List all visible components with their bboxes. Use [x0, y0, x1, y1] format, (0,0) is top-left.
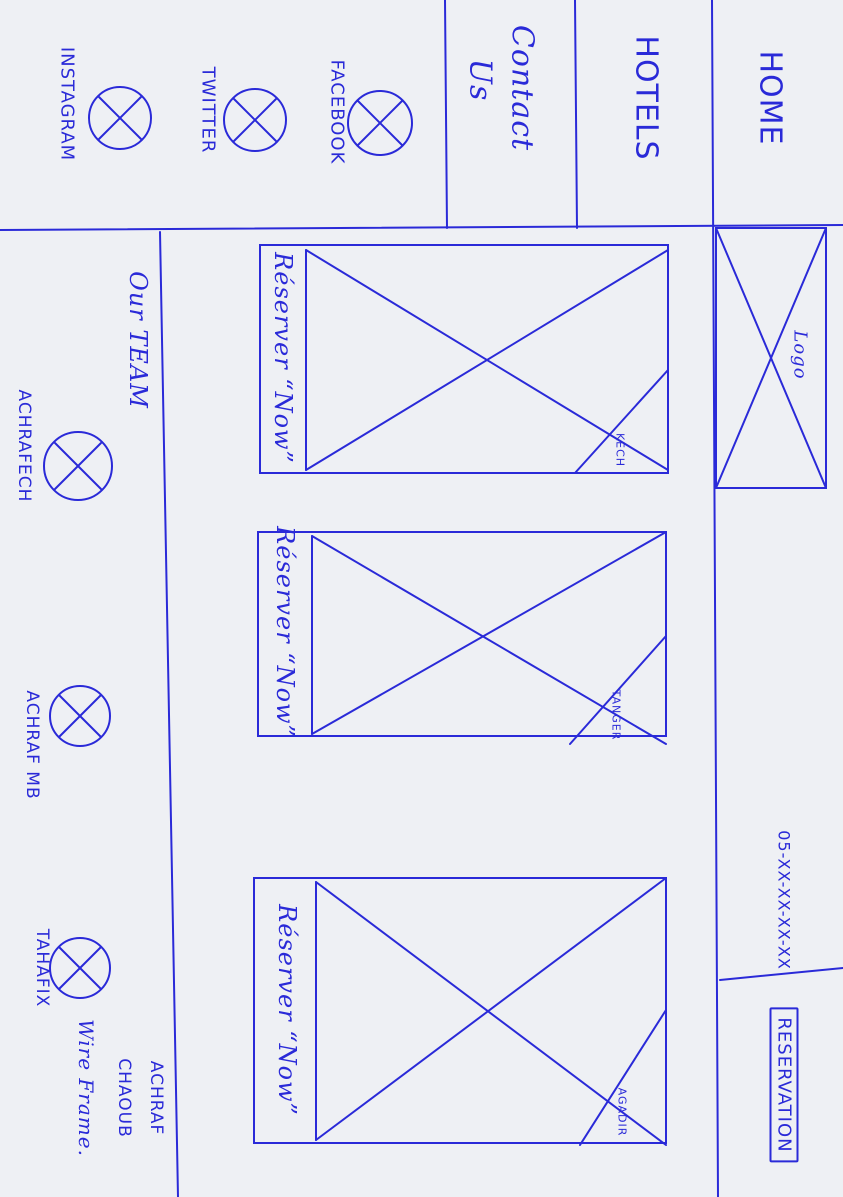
hotel-city-1: KECH	[613, 432, 627, 468]
facebook-label: FACEBOOK	[326, 59, 348, 165]
reserve-now-button-3[interactable]: Réserver “Now”	[273, 904, 301, 1116]
facebook-icon[interactable]	[347, 90, 413, 156]
reserve-now-button-2[interactable]: Réserver “Now”	[271, 526, 299, 738]
nav-hotels[interactable]: HOTELS	[628, 35, 664, 161]
twitter-icon[interactable]	[223, 88, 287, 152]
hotel-city-3: AGADIR	[615, 1087, 629, 1137]
credit-author-line1: ACHRAF	[146, 1060, 166, 1136]
hotel-card-image-3	[253, 877, 667, 1146]
team-avatar-2	[49, 685, 111, 747]
twitter-label: TWITTER	[197, 66, 219, 154]
logo-label: Logo	[789, 330, 811, 380]
logo-placeholder	[715, 227, 827, 489]
credit-author-line2: CHAOUB	[114, 1058, 134, 1138]
nav-contact-line2[interactable]: Us	[462, 58, 498, 102]
team-member-3: TAHAFIX	[32, 928, 52, 1008]
team-avatar-3	[49, 937, 111, 999]
team-avatar-1	[43, 431, 113, 501]
nav-contact-line1[interactable]: Contact	[504, 24, 540, 152]
team-title: Our TEAM	[124, 271, 152, 409]
phone-number: 05-XX-XX-XX-XX	[774, 830, 794, 970]
hotel-card-image-1	[259, 244, 669, 474]
reserve-now-button-1[interactable]: Réserver “Now”	[269, 252, 297, 464]
credit-label: Wire Frame.	[74, 1019, 98, 1157]
hotel-city-2: TANGER	[609, 689, 623, 741]
instagram-icon[interactable]	[88, 86, 152, 150]
reservation-button[interactable]: RESERVATION	[769, 1007, 799, 1163]
nav-home[interactable]: HOME	[752, 50, 788, 146]
instagram-label: INSTAGRAM	[56, 46, 78, 162]
hotel-card-image-2	[257, 531, 667, 745]
team-member-1: ACHRAFECH	[14, 389, 34, 503]
team-member-2: ACHRAF MB	[22, 690, 42, 800]
